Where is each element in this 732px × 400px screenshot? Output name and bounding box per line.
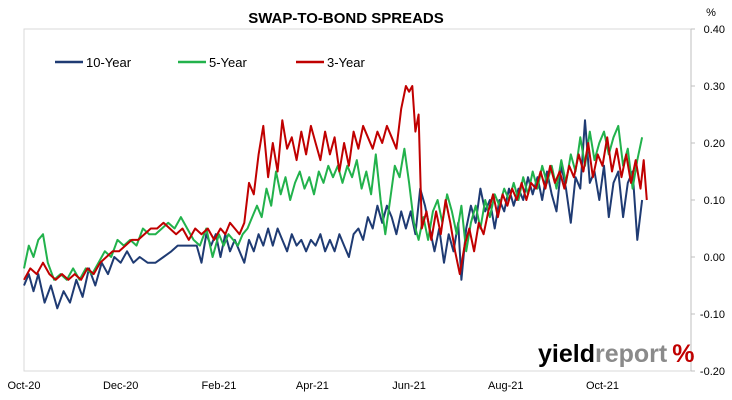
series-line-3-year <box>23 85 648 281</box>
x-tick-label: Oct-20 <box>7 380 40 392</box>
x-tick-label: Feb-21 <box>202 380 237 392</box>
series-line-10-year <box>23 119 644 310</box>
series-line-5-year <box>23 124 644 281</box>
legend-label-10-year: 10-Year <box>86 55 132 70</box>
y-tick-label: 0.10 <box>704 195 725 207</box>
y-tick-label: -0.10 <box>700 309 725 321</box>
y-axis-ticks: 0.40 0.30 0.20 0.10 0.00 -0.10 -0.20 <box>691 24 725 378</box>
y-tick-label: 0.30 <box>704 81 725 93</box>
legend-label-5-year: 5-Year <box>209 55 247 70</box>
x-axis-ticks: Oct-20 Dec-20 Feb-21 Apr-21 Jun-21 Aug-21 Oct-… <box>7 380 618 392</box>
x-tick-label: Apr-21 <box>296 380 329 392</box>
chart-title: SWAP-TO-BOND SPREADS <box>248 10 444 27</box>
legend-label-3-year: 3-Year <box>327 55 365 70</box>
x-tick-label: Aug-21 <box>488 380 523 392</box>
y-axis-unit-label: % <box>706 7 716 19</box>
y-tick-label: 0.20 <box>704 138 725 150</box>
series-lines <box>23 85 648 310</box>
y-tick-label: 0.40 <box>704 24 725 36</box>
x-tick-label: Dec-20 <box>103 380 138 392</box>
x-tick-label: Oct-21 <box>586 380 619 392</box>
y-tick-label: 0.00 <box>704 252 725 264</box>
legend: 10-Year 5-Year 3-Year <box>55 55 365 70</box>
y-tick-label: -0.20 <box>700 366 725 378</box>
x-tick-label: Jun-21 <box>392 380 426 392</box>
yieldreport-logo: yieldreport% <box>538 340 694 368</box>
svg-text:yieldreport%: yieldreport% <box>538 340 694 368</box>
plot-area-border <box>23 28 692 372</box>
